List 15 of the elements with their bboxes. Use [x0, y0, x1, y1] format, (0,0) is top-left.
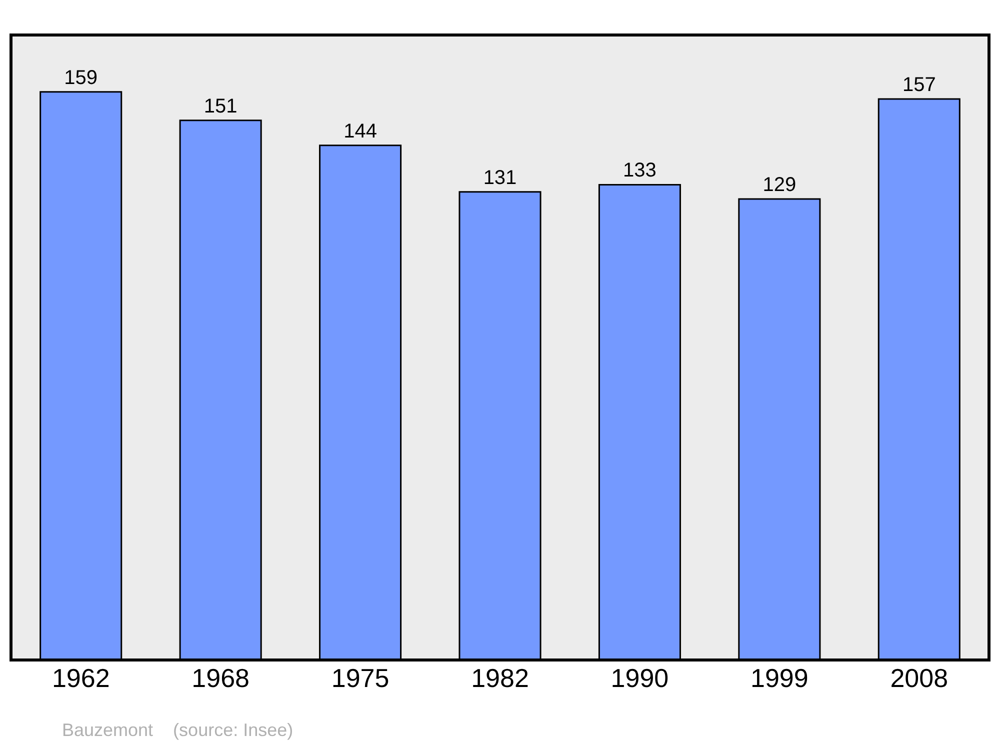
data-label: 144	[344, 120, 377, 142]
x-tick-label: 1962	[52, 663, 110, 693]
data-label: 133	[623, 160, 656, 182]
x-tick-label: 1990	[610, 663, 669, 693]
x-tick-label: 2008	[890, 663, 948, 693]
text: Bauzemont (source: Insee)	[62, 720, 294, 740]
x-tick-label: 1975	[331, 663, 390, 693]
data-label: 129	[762, 174, 796, 196]
data-label: 157	[902, 74, 936, 96]
x-tick-label: 1999	[750, 663, 808, 693]
data-label: 131	[483, 166, 517, 189]
x-tick-label: 1968	[192, 663, 250, 693]
data-label: 151	[204, 95, 238, 118]
x-tick-label: 1982	[471, 663, 529, 693]
data-label: 159	[64, 66, 98, 89]
